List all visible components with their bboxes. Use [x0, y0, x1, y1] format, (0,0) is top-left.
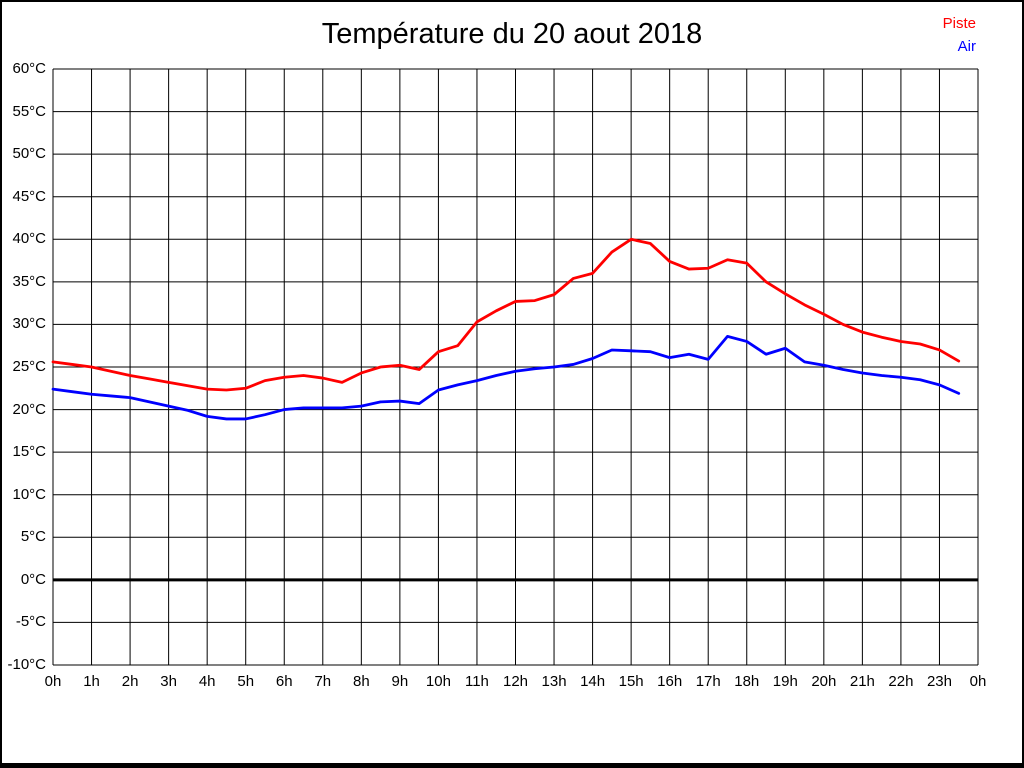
x-tick-label: 1h [83, 673, 100, 690]
y-tick-label: 35°C [12, 272, 46, 290]
y-tick-label: 45°C [12, 187, 46, 205]
x-tick-label: 19h [772, 673, 798, 690]
y-tick-label: 40°C [12, 230, 46, 248]
legend: Piste Air [943, 12, 976, 58]
y-tick-label: 25°C [12, 358, 46, 375]
chart-title: Température du 20 aout 2018 [321, 18, 703, 50]
x-tick-label: 6h [275, 673, 293, 690]
x-tick-label: 3h [160, 673, 177, 690]
y-tick-label: 50°C [12, 145, 46, 163]
x-tick-label: 10h [425, 673, 451, 690]
x-tick-label: 11h [464, 673, 489, 690]
x-tick-label: 7h [314, 673, 332, 690]
y-tick-label: 0°C [20, 570, 46, 588]
x-tick-label: 0h [969, 673, 987, 690]
y-tick-label: 10°C [12, 485, 46, 503]
y-tick-label: 5°C [20, 528, 46, 546]
y-tick-label: 20°C [12, 400, 46, 418]
x-tick-label: 5h [237, 673, 255, 690]
x-tick-label: 21h [849, 673, 875, 690]
x-tick-label: 22h [888, 673, 914, 690]
x-tick-label: 15h [618, 673, 644, 690]
y-tick-label: 30°C [12, 315, 46, 333]
x-tick-label: 17h [695, 673, 721, 690]
legend-item-air: Air [957, 38, 976, 55]
x-tick-label: 2h [121, 673, 139, 690]
y-tick-label: -5°C [15, 613, 46, 631]
y-tick-label: 60°C [12, 60, 46, 77]
y-tick-label: -10°C [7, 656, 46, 673]
x-tick-label: 14h [580, 673, 606, 690]
piste-line [51, 237, 961, 392]
legend-item-piste: Piste [942, 15, 976, 32]
y-tick-label: 15°C [12, 443, 46, 461]
x-tick-label: 8h [352, 673, 370, 690]
x-tick-label: 20h [811, 673, 837, 690]
x-tick-label: 4h [198, 673, 216, 690]
x-tick-label: 16h [657, 673, 683, 690]
y-tick-label: 55°C [12, 102, 46, 120]
x-tick-label: 9h [391, 673, 409, 690]
x-tick-label: 13h [541, 673, 567, 690]
x-tick-label: 23h [926, 673, 952, 690]
x-tick-label: 12h [502, 673, 529, 690]
x-tick-label: 18h [734, 673, 760, 690]
x-tick-label: 0h [44, 673, 62, 690]
air-line [51, 334, 961, 421]
